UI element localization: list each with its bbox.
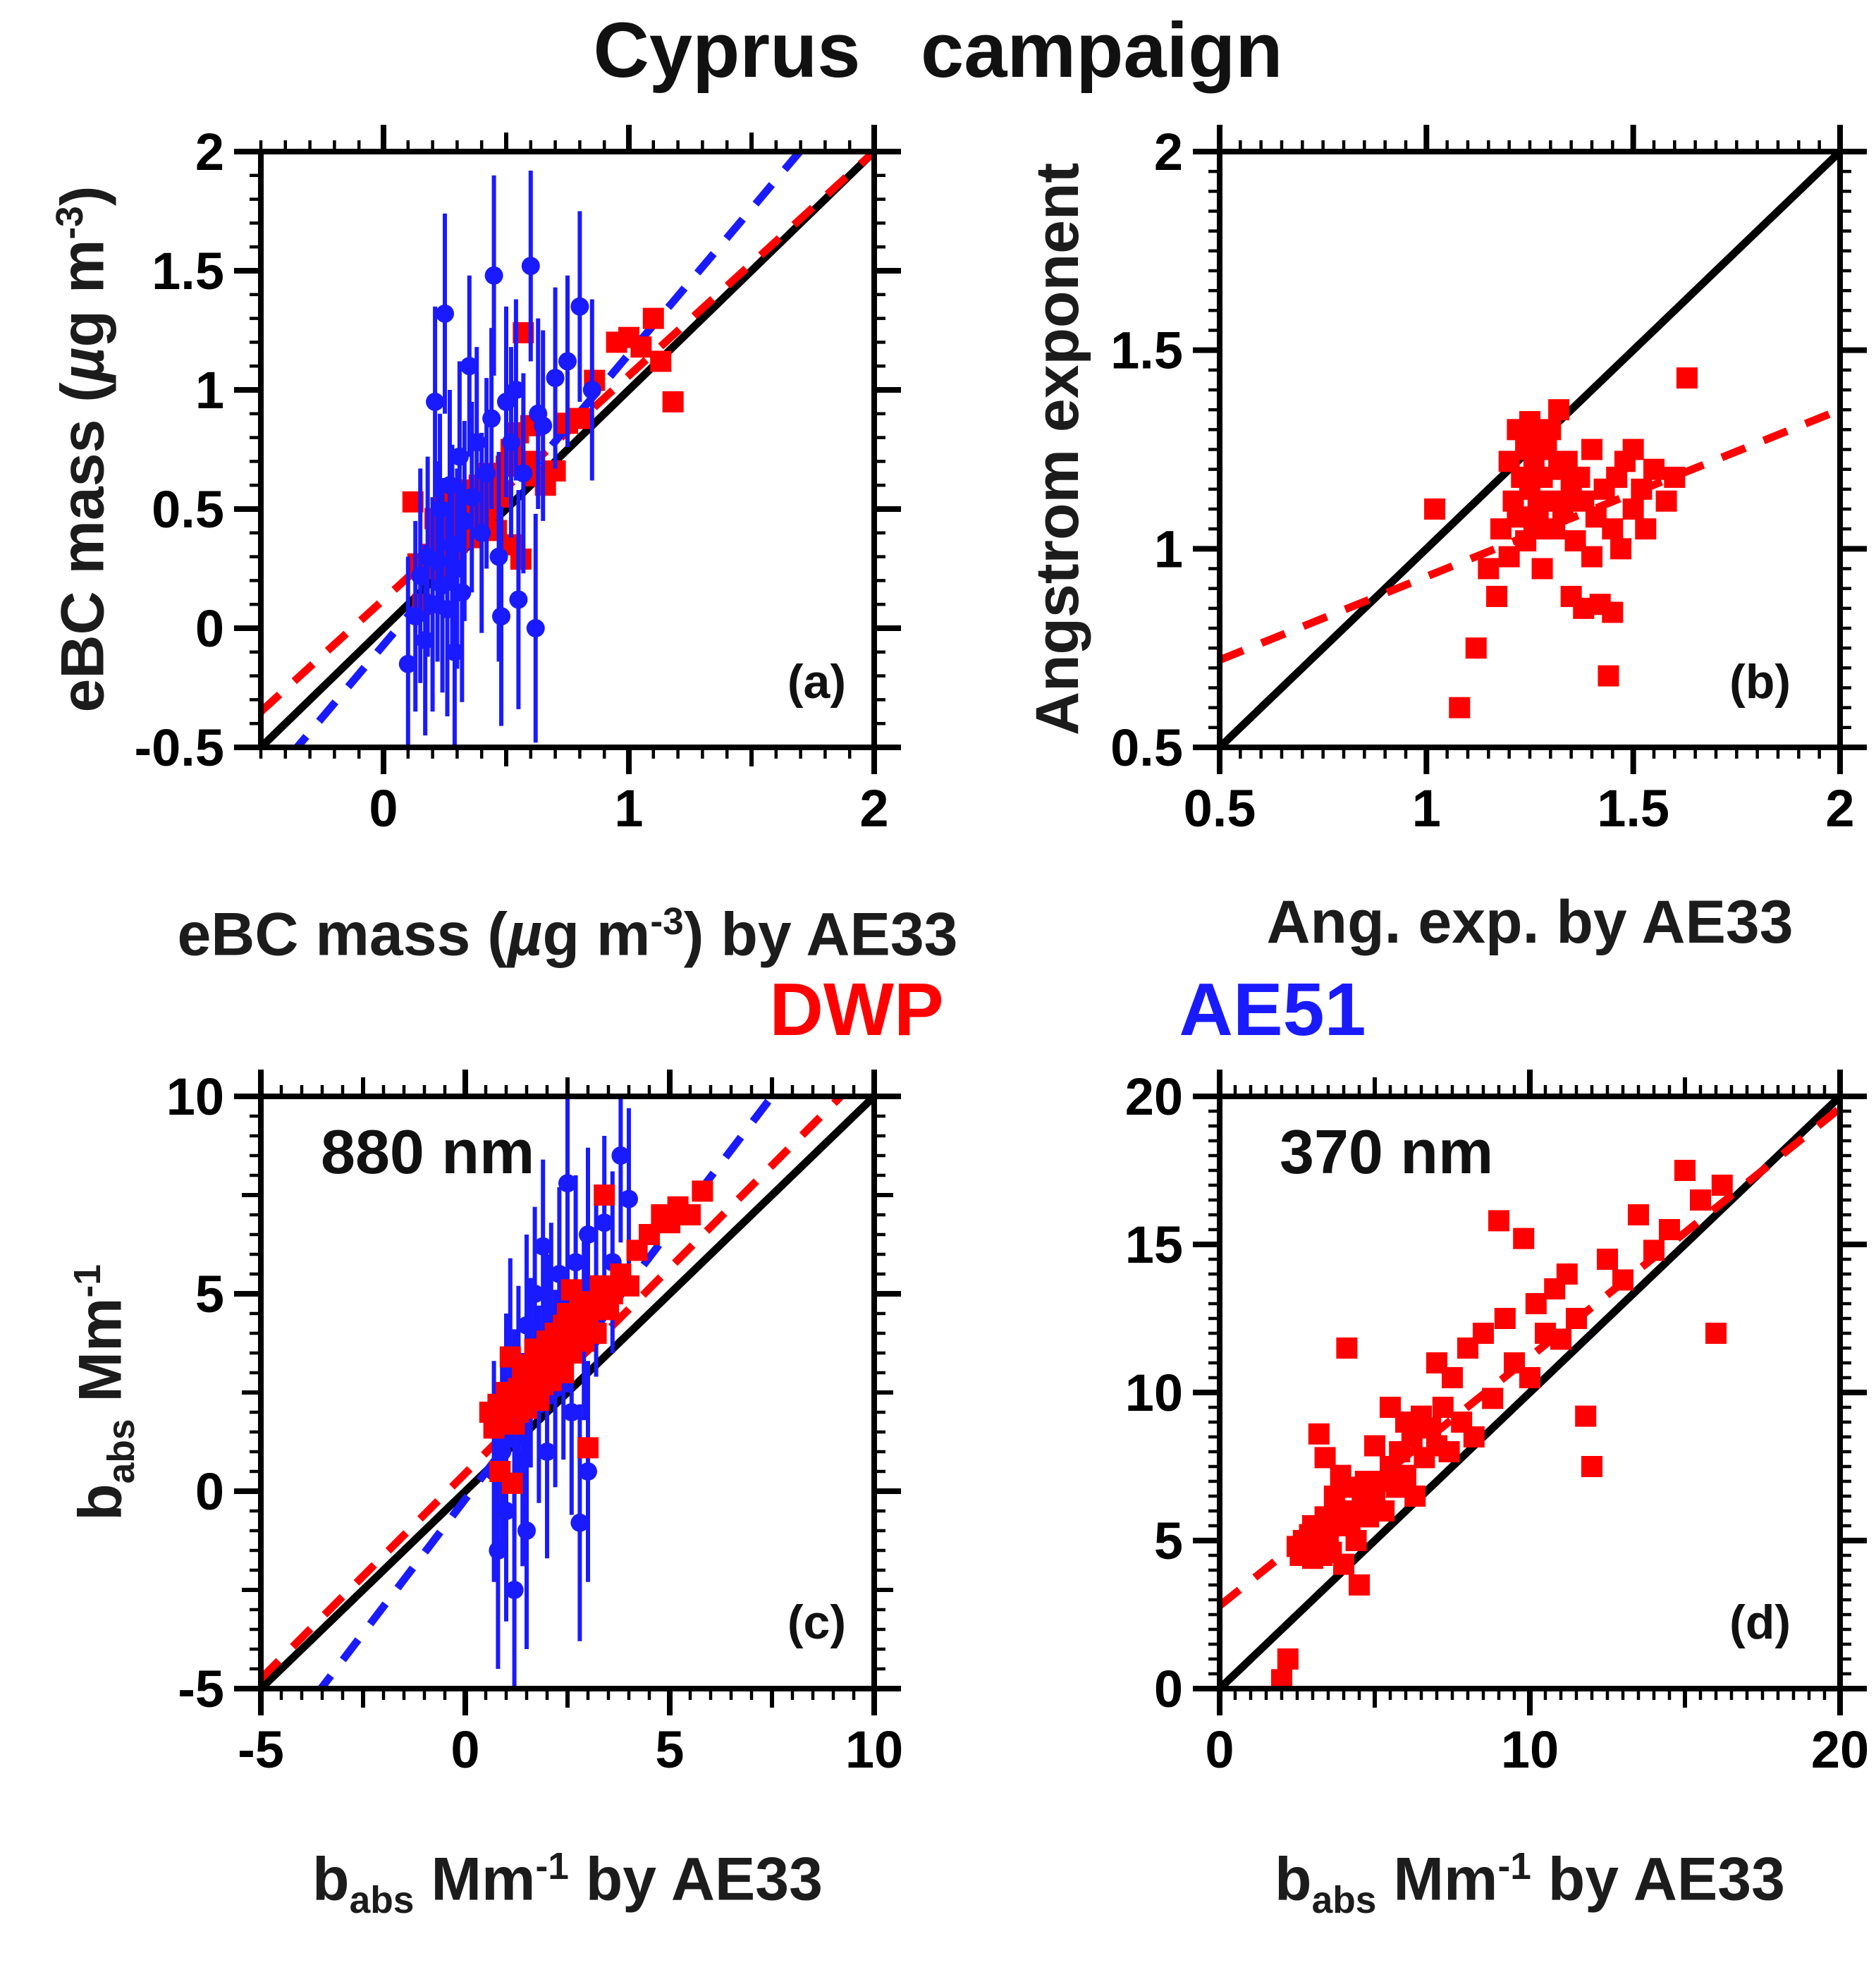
x-tick-label: -5	[238, 1720, 284, 1779]
series-DWP	[1424, 367, 1698, 718]
panel-d-wavelength-label: 370 nm	[1280, 1117, 1494, 1187]
plot-area-a	[261, 152, 874, 747]
y-tick-label: 0	[195, 1462, 224, 1521]
x-tick-label: 0	[450, 1720, 479, 1779]
x-tick-label: 5	[655, 1720, 684, 1779]
x-tick-label: 2	[859, 779, 888, 838]
axis-ticks: 0 10 20 0 5 10 15 20	[1125, 1067, 1869, 1779]
panel-b-label: (b)	[1729, 655, 1791, 709]
panel-c-label: (c)	[787, 1596, 846, 1649]
series-DWP	[1271, 1160, 1733, 1689]
lines-layer	[1220, 1096, 1840, 1689]
panel-a-y-axis-label: eBC mass (µg m-3)	[49, 185, 117, 713]
x-tick-label: 0	[1205, 1720, 1234, 1779]
y-tick-label: 15	[1125, 1216, 1183, 1274]
series-AE51	[398, 171, 601, 747]
identity-line	[261, 152, 874, 747]
series-DWP	[479, 1180, 713, 1494]
x-tick-label: 1	[1412, 779, 1441, 838]
panel-a-label: (a)	[787, 655, 846, 709]
panel-b-y-axis-label: Angstrom exponent	[1024, 162, 1091, 736]
y-tick-label: 1.5	[1110, 322, 1183, 380]
axis-ticks: 0.5 1 1.5 2 0.5 1 1.5 2	[1110, 123, 1867, 838]
plot-area-b	[1220, 152, 1840, 747]
panel-c-x-axis-label: babs Mm-1 by AE33	[312, 1845, 823, 1921]
y-tick-label: 20	[1125, 1067, 1183, 1126]
y-tick-label: 1	[195, 361, 224, 420]
legend-ae51: AE51	[1179, 968, 1366, 1051]
y-tick-label: 1	[1154, 520, 1183, 578]
x-tick-label: 1	[614, 779, 643, 838]
dwp-fit-line	[261, 1096, 847, 1682]
panel-a-x-axis-label: eBC mass (µg m-3) by AE33	[177, 900, 958, 969]
plot-frame	[258, 149, 877, 750]
y-tick-label: 0.5	[152, 480, 224, 539]
identity-line	[1220, 1096, 1840, 1689]
y-tick-label: 5	[195, 1265, 224, 1323]
axis-ticks: 0 1 2 -0.5 0 0.5 1 1.5 2	[134, 123, 901, 838]
x-tick-label: 20	[1811, 1720, 1869, 1779]
x-tick-label: 1.5	[1597, 779, 1669, 838]
panel-c-plot: -5 0 5 10 -5 0 5 10	[166, 1067, 903, 1779]
x-tick-label: 2	[1825, 779, 1854, 838]
y-tick-label: 2	[1154, 123, 1183, 181]
y-tick-label: 2	[195, 123, 224, 181]
plot-area-c	[261, 1096, 874, 1689]
panel-d-x-axis-label: babs Mm-1 by AE33	[1275, 1845, 1785, 1921]
legend-dwp: DWP	[769, 968, 944, 1051]
panel-d-label: (d)	[1729, 1596, 1791, 1649]
y-tick-label: -0.5	[134, 718, 224, 777]
panel-c-wavelength-label: 880 nm	[321, 1117, 535, 1187]
x-tick-label: 10	[1501, 1720, 1559, 1779]
y-tick-label: 0	[1154, 1660, 1183, 1718]
axis-ticks: -5 0 5 10 -5 0 5 10	[166, 1067, 903, 1779]
y-tick-label: 10	[1125, 1364, 1183, 1422]
y-tick-label: 10	[166, 1067, 224, 1126]
panel-b-plot: 0.5 1 1.5 2 0.5 1 1.5 2	[1110, 123, 1867, 838]
x-tick-label: 10	[845, 1720, 903, 1779]
y-tick-label: 5	[1154, 1512, 1183, 1570]
panel-d-plot: 0 10 20 0 5 10 15 20	[1125, 1067, 1869, 1779]
y-tick-label: 0.5	[1110, 718, 1183, 777]
figure-title: Cyprus campaign	[593, 7, 1283, 94]
plot-area-d	[1220, 1096, 1840, 1689]
panel-b-x-axis-label: Ang. exp. by AE33	[1266, 888, 1794, 956]
y-tick-label: 0	[195, 599, 224, 658]
x-tick-label: 0.5	[1184, 779, 1256, 838]
y-tick-label: 1.5	[152, 242, 224, 300]
y-tick-label: -5	[178, 1660, 224, 1718]
panel-a-plot: 0 1 2 -0.5 0 0.5 1 1.5 2	[134, 123, 901, 838]
x-tick-label: 0	[369, 779, 398, 838]
panel-c-y-axis-label: babs Mm-1	[66, 1264, 142, 1521]
